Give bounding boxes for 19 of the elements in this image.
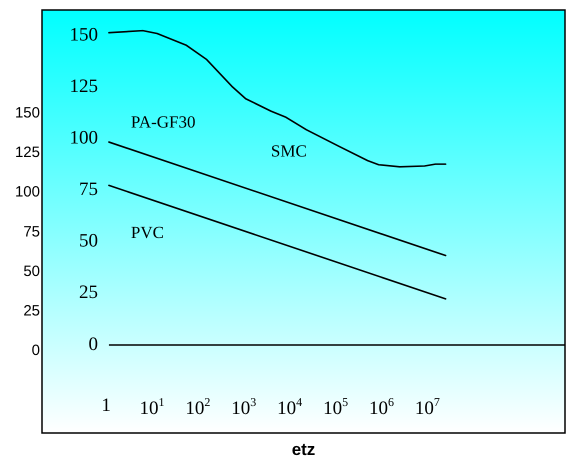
y-tick-label: 50 [79, 230, 98, 252]
y2-tick-label: 150 [14, 104, 40, 122]
y-tick-label: 125 [70, 76, 98, 97]
y-tick-label: 75 [79, 179, 98, 200]
x-axis-title: etz [292, 440, 316, 459]
y-tick-label: 0 [88, 334, 98, 355]
y2-tick-label: 50 [23, 262, 40, 280]
series-label: PA-GF30 [130, 112, 196, 132]
series-label: SMC [270, 142, 307, 161]
y-tick-label: 150 [70, 24, 98, 46]
series-label: PVC [130, 222, 164, 242]
y-tick-label: 25 [79, 282, 98, 304]
y2-tick-label: 25 [23, 302, 40, 320]
y2-tick-label: 75 [23, 223, 40, 240]
y2-tick-label: 125 [14, 144, 40, 162]
y2-tick-label: 0 [32, 342, 40, 360]
y-tick-label: 100 [70, 127, 98, 148]
y2-tick-label: 100 [14, 184, 40, 201]
x-tick-label: 1 [101, 395, 111, 416]
